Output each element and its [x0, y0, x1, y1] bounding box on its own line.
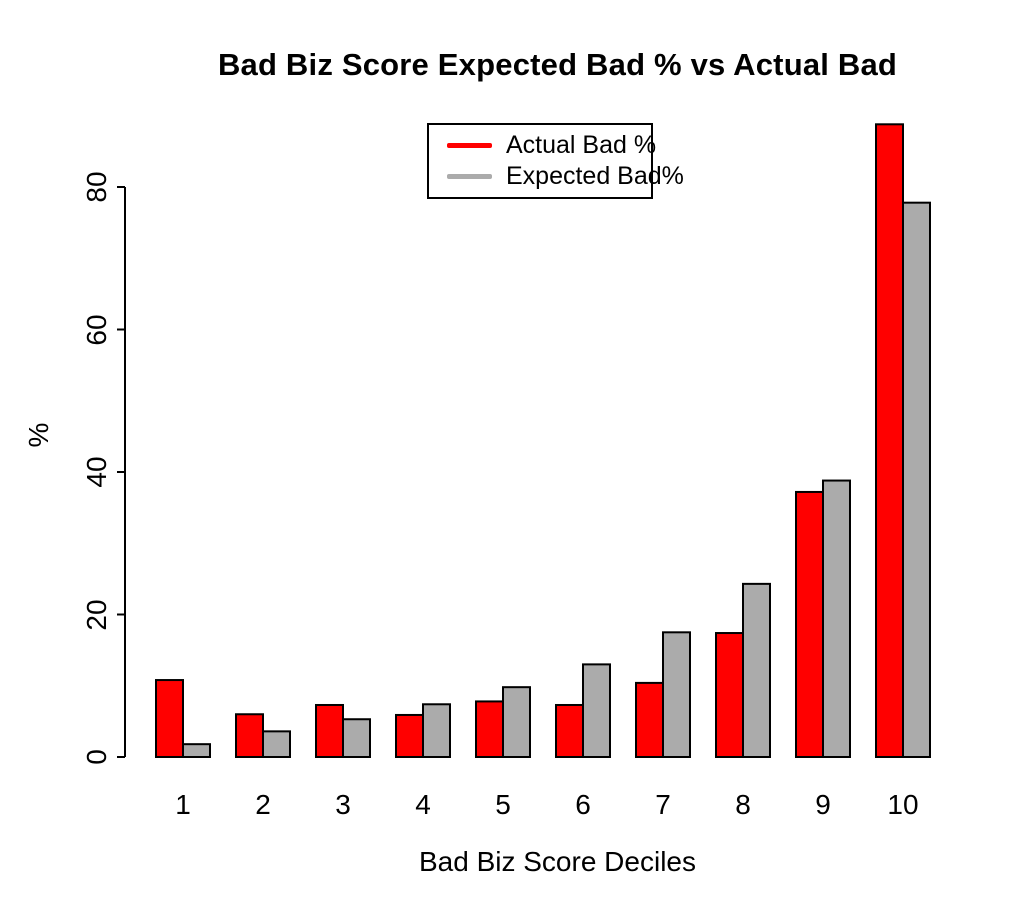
x-axis-title: Bad Biz Score Deciles — [418, 846, 696, 877]
bar-expected-decile-7 — [662, 631, 691, 758]
bar-actual-decile-7 — [635, 681, 664, 759]
y-tick-label: 40 — [81, 456, 112, 488]
x-tick-label: 5 — [495, 789, 511, 820]
bar-expected-decile-8 — [742, 582, 771, 758]
x-tick-label: 4 — [415, 789, 431, 820]
bar-actual-decile-10 — [875, 123, 904, 759]
y-tick-label: 20 — [81, 598, 112, 631]
legend-line-actual — [447, 143, 492, 148]
bar-actual-decile-2 — [235, 713, 264, 758]
legend: Actual Bad % Expected Bad% — [427, 123, 684, 199]
x-tick-label: 2 — [255, 789, 271, 820]
bar-actual-decile-8 — [715, 632, 744, 759]
x-tick-label: 3 — [335, 789, 351, 820]
bar-expected-decile-9 — [822, 479, 851, 758]
legend-line-expected — [447, 174, 492, 179]
x-tick-label: 10 — [887, 789, 919, 820]
chart-title: Bad Biz Score Expected Bad % vs Actual B… — [217, 47, 898, 82]
bar-actual-decile-6 — [555, 703, 584, 758]
legend-item-actual: Actual Bad % — [429, 131, 656, 159]
y-tick-label: 80 — [81, 171, 112, 203]
bar-actual-decile-1 — [155, 679, 184, 758]
bar-expected-decile-2 — [262, 730, 291, 758]
bar-expected-decile-10 — [902, 201, 931, 759]
bar-expected-decile-3 — [342, 718, 371, 758]
legend-label-expected: Expected Bad% — [506, 162, 684, 190]
x-tick-label: 7 — [655, 789, 671, 820]
y-tick-label: 0 — [81, 749, 112, 765]
bar-expected-decile-5 — [502, 686, 531, 758]
legend-label-actual: Actual Bad % — [506, 131, 657, 159]
bar-actual-decile-3 — [315, 703, 344, 758]
y-tick-label: 60 — [81, 313, 112, 346]
legend-item-expected: Expected Bad% — [429, 162, 684, 190]
bar-actual-decile-5 — [475, 700, 504, 758]
bar-expected-decile-6 — [582, 663, 611, 758]
y-axis-title: % — [23, 422, 54, 448]
x-tick-label: 9 — [815, 789, 831, 820]
bar-actual-decile-9 — [795, 490, 824, 758]
bar-actual-decile-4 — [395, 713, 424, 759]
x-tick-label: 1 — [175, 789, 191, 820]
bar-expected-decile-1 — [182, 743, 211, 758]
x-tick-label: 6 — [575, 789, 591, 820]
x-tick-label: 8 — [735, 789, 751, 820]
bar-expected-decile-4 — [422, 703, 451, 759]
